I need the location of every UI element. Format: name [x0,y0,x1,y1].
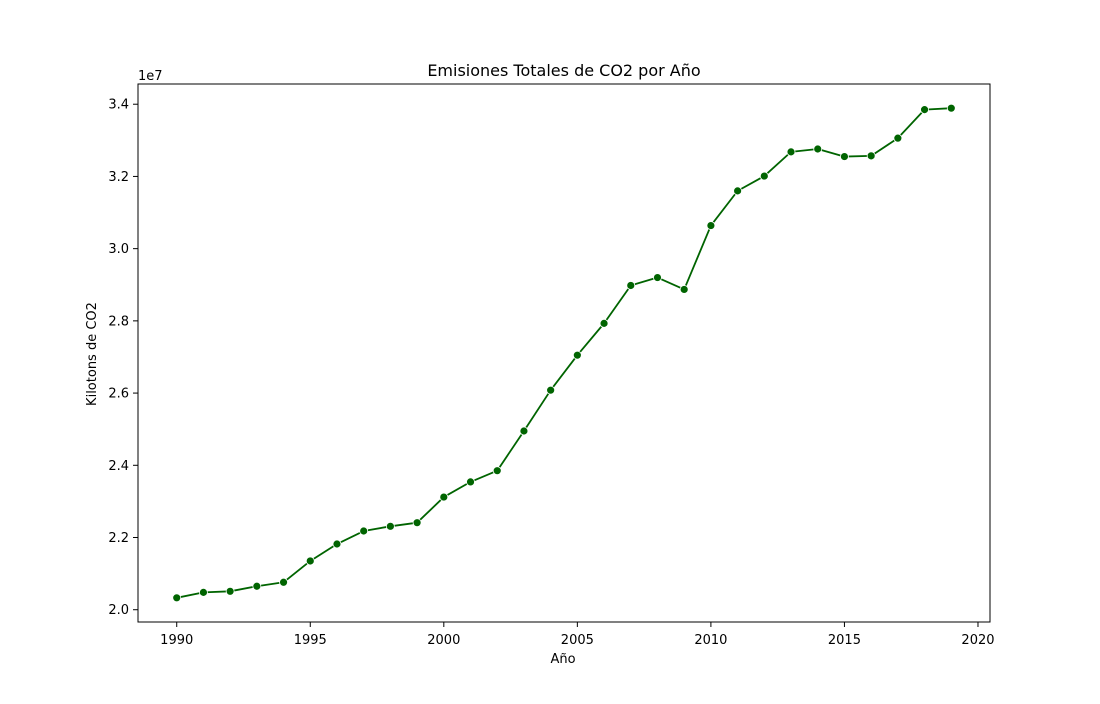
data-point [252,581,262,591]
x-tick-label: 1990 [160,633,193,648]
y-tick-label: 2.0 [108,603,129,618]
data-point [813,144,823,154]
x-tick-label: 2020 [961,633,994,648]
series-line [176,107,952,599]
data-point [920,105,929,115]
data-point [866,151,876,161]
data-point [572,350,582,360]
data-point [305,556,315,566]
y-axis-label: Kilotons de CO2 [85,302,100,406]
x-axis-label: Año [550,652,575,667]
data-point [466,477,475,487]
x-tick-label: 2005 [561,633,594,648]
data-point [412,518,422,528]
data-point [199,587,208,597]
data-point [385,521,395,531]
y-tick-label: 2.8 [108,314,129,329]
data-point [172,593,182,603]
data-point [840,152,849,161]
data-point [599,318,609,328]
plot-area: 1990 1995 2000 2005 2010 2015 2020 2.0 2.2 2.4 2.6… [108,83,995,648]
y-tick-label: 2.2 [108,531,129,546]
y-tick-label: 3.2 [108,170,129,185]
data-point [946,103,956,113]
data-point [786,147,796,157]
data-point [225,586,235,596]
y-tick-label: 2.6 [108,387,129,402]
chart-title: Emisiones Totales de CO2 por Año [427,61,700,80]
data-point [546,385,556,395]
x-tick-label: 2015 [828,633,861,648]
data-point [492,466,502,476]
x-tick-label: 1995 [294,633,327,648]
x-tick-label: 2010 [694,633,727,648]
y-tick-label: 2.4 [108,459,129,474]
data-point [653,273,662,282]
x-tick-label: 2000 [427,633,460,648]
y-tick-label: 3.0 [108,242,129,257]
data-point [626,281,636,290]
plot-frame [137,83,991,623]
data-point [332,539,342,549]
data-point [893,133,903,143]
data-point [519,426,529,436]
data-point [706,221,716,230]
data-point [733,186,743,196]
data-point [759,171,769,181]
data-point [359,526,369,536]
y-tick-label: 3.4 [108,98,129,113]
data-point [439,492,449,502]
data-point [679,285,689,294]
y-axis-scale-label: 1e7 [138,69,163,84]
data-point [279,577,288,587]
